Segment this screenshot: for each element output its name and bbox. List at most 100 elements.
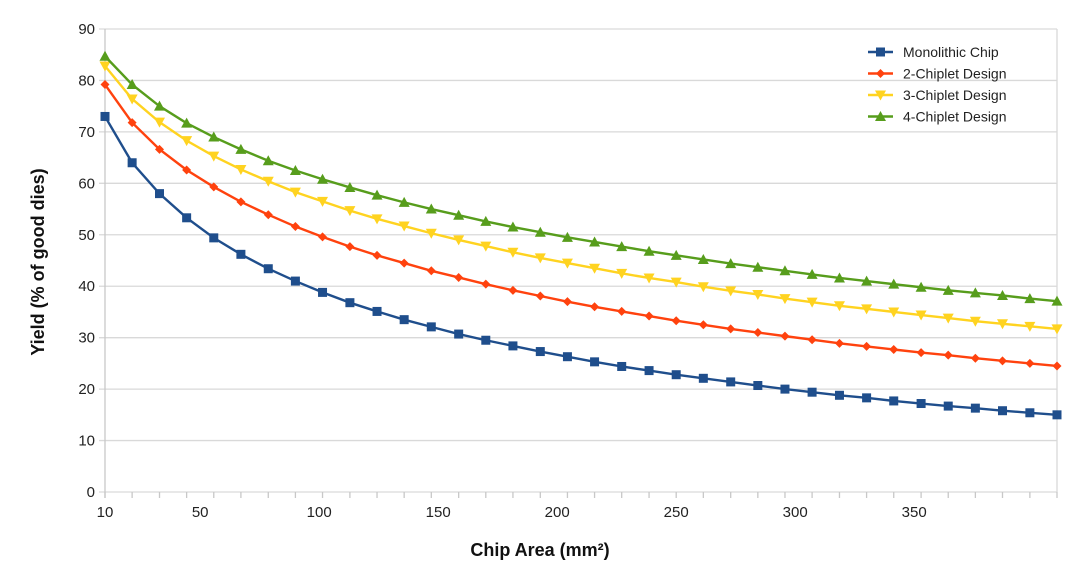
legend-marker-icon [875, 111, 886, 121]
data-point [507, 221, 519, 232]
data-point [182, 213, 192, 223]
series-line [104, 83, 1058, 368]
data-point [235, 164, 247, 175]
data-point [371, 214, 383, 225]
data-point [535, 347, 545, 357]
data-point [670, 277, 682, 288]
data-point [807, 335, 817, 345]
grid [99, 28, 1057, 493]
series-line [104, 55, 1058, 303]
legend-marker-icon [876, 69, 885, 78]
data-point [1024, 321, 1036, 332]
data-point [425, 228, 437, 239]
data-point [943, 401, 953, 411]
data-point [589, 263, 601, 274]
data-point [453, 235, 465, 246]
y-tick-label: 90 [78, 21, 95, 38]
data-point [943, 350, 953, 360]
legend-item: 2-Chiplet Design [868, 66, 1007, 82]
data-point [508, 285, 518, 295]
data-point [697, 253, 709, 264]
x-tick-label: 50 [192, 504, 209, 521]
data-point [942, 284, 954, 295]
data-point [262, 155, 274, 166]
data-point [617, 361, 627, 371]
data-point [480, 215, 492, 226]
data-point [262, 176, 274, 187]
y-axis-title: Yield (% of good dies) [28, 168, 48, 355]
data-point [535, 291, 545, 301]
x-tick-label: 300 [783, 504, 808, 521]
legend-label: Monolithic Chip [903, 44, 999, 60]
data-point [590, 357, 600, 367]
data-point [126, 94, 138, 105]
data-point [181, 117, 193, 128]
data-point [398, 221, 410, 232]
data-point [779, 265, 791, 276]
data-point [318, 287, 328, 297]
y-tick-label: 30 [78, 330, 95, 347]
legend-label: 3-Chiplet Design [903, 87, 1007, 103]
data-point [617, 306, 627, 316]
data-point [726, 324, 736, 334]
data-point [969, 316, 981, 327]
data-point [100, 111, 110, 121]
data-point [562, 297, 572, 307]
data-point [154, 117, 166, 128]
data-point [671, 370, 681, 380]
data-point [398, 196, 410, 207]
x-tick-label: 100 [307, 504, 332, 521]
data-point [99, 50, 111, 61]
data-point [753, 381, 763, 391]
data-point [454, 329, 464, 339]
data-point [970, 403, 980, 413]
data-point [289, 164, 301, 175]
data-point [996, 289, 1008, 300]
series-3-chiplet-design [99, 61, 1063, 335]
data-point [752, 261, 764, 272]
data-point [345, 242, 355, 252]
data-point [371, 189, 383, 200]
x-tick-label: 150 [426, 504, 451, 521]
data-point [208, 151, 220, 162]
data-point [318, 232, 328, 242]
data-point [644, 311, 654, 321]
y-tick-label: 50 [78, 227, 95, 244]
legend-marker-icon [875, 90, 886, 101]
data-point [236, 249, 246, 259]
series-monolithic-chip [100, 111, 1062, 420]
x-tick-label: 10 [97, 504, 114, 521]
data-point [425, 203, 437, 214]
data-point [997, 406, 1007, 416]
data-point [1052, 361, 1062, 371]
data-point [916, 348, 926, 358]
data-point [426, 266, 436, 276]
data-point [453, 209, 465, 220]
data-point [182, 165, 192, 175]
data-point [725, 258, 737, 269]
data-point [344, 181, 356, 192]
data-point [779, 294, 791, 305]
data-point [861, 304, 873, 315]
data-point [155, 144, 165, 154]
data-point [372, 250, 382, 260]
data-point [290, 222, 300, 232]
legend-item: Monolithic Chip [868, 44, 999, 60]
data-point [263, 210, 273, 220]
data-point [834, 390, 844, 400]
data-point [1025, 408, 1035, 418]
data-point [209, 233, 219, 243]
data-point [698, 320, 708, 330]
data-point [861, 275, 873, 286]
data-point [155, 189, 165, 199]
data-point [670, 249, 682, 260]
data-point [889, 344, 899, 354]
legend-label: 4-Chiplet Design [903, 109, 1007, 125]
y-tick-label: 60 [78, 175, 95, 192]
data-point [969, 287, 981, 298]
data-point [834, 338, 844, 348]
data-point [780, 331, 790, 341]
data-point [317, 173, 329, 184]
data-point [1025, 358, 1035, 368]
